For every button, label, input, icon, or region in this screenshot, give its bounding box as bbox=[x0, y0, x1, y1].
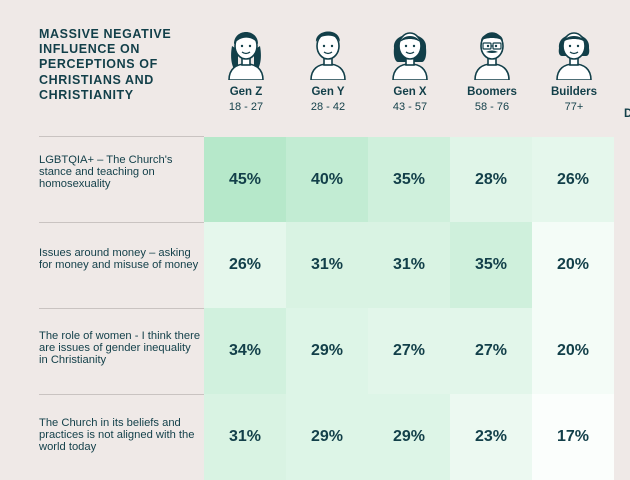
row-divider bbox=[39, 394, 204, 395]
value-cell: 34% bbox=[204, 308, 286, 394]
value-cell: 28% bbox=[450, 137, 532, 223]
column-header: Gen Z 18 - 27 bbox=[204, 22, 288, 114]
value-cell: 31% bbox=[204, 394, 286, 480]
value-cell: 27% bbox=[368, 308, 450, 394]
row-label: LGBTQIA+ – The Church's stance and teach… bbox=[39, 154, 173, 190]
row-label: The role of women - I think there are is… bbox=[39, 330, 201, 366]
column-header: Boomers 58 - 76 bbox=[450, 22, 534, 114]
person-avatar-icon bbox=[532, 22, 616, 80]
age-range: 77+ bbox=[564, 101, 584, 113]
right-gap bbox=[615, 137, 630, 480]
generation-name: Boomers bbox=[467, 86, 517, 98]
column-header: Builders 77+ bbox=[532, 22, 616, 114]
row-divider bbox=[39, 222, 204, 223]
row-divider bbox=[39, 308, 204, 309]
value-cell: 31% bbox=[286, 222, 368, 308]
age-range: 43 - 57 bbox=[392, 101, 428, 113]
generation-name: Builders bbox=[550, 86, 597, 98]
column-header: Gen X 43 - 57 bbox=[368, 22, 452, 114]
value-cell: 23% bbox=[450, 394, 532, 480]
person-avatar-icon bbox=[204, 22, 288, 80]
age-range: 28 - 42 bbox=[310, 101, 346, 113]
column-header: Gen Y 28 - 42 bbox=[286, 22, 370, 114]
age-range: 18 - 27 bbox=[228, 101, 264, 113]
row-label: The Church in its beliefs and practices … bbox=[39, 417, 195, 453]
person-avatar-icon bbox=[450, 22, 534, 80]
row-divider bbox=[39, 136, 204, 137]
chart-title: MASSIVE NEGATIVE INFLUENCE ON PERCEPTION… bbox=[39, 27, 172, 102]
person-avatar-icon bbox=[368, 22, 452, 80]
value-cell: 29% bbox=[286, 394, 368, 480]
value-cell: 35% bbox=[450, 222, 532, 308]
generation-name: Gen X bbox=[393, 86, 427, 98]
value-cell: 26% bbox=[204, 222, 286, 308]
value-cell: 20% bbox=[532, 222, 614, 308]
value-cell: 29% bbox=[368, 394, 450, 480]
value-cell: 35% bbox=[368, 137, 450, 223]
row-label: Issues around money – asking for money a… bbox=[39, 247, 199, 271]
truncated-column-label: D bbox=[624, 108, 630, 120]
value-cell: 45% bbox=[204, 137, 286, 223]
value-cell: 26% bbox=[532, 137, 614, 223]
generation-name: Gen Z bbox=[229, 86, 263, 98]
value-cell: 17% bbox=[532, 394, 614, 480]
person-avatar-icon bbox=[286, 22, 370, 80]
value-cell: 29% bbox=[286, 308, 368, 394]
generation-name: Gen Y bbox=[311, 86, 345, 98]
value-cell: 31% bbox=[368, 222, 450, 308]
value-cell: 27% bbox=[450, 308, 532, 394]
age-range: 58 - 76 bbox=[474, 101, 510, 113]
value-cell: 20% bbox=[532, 308, 614, 394]
value-cell: 40% bbox=[286, 137, 368, 223]
